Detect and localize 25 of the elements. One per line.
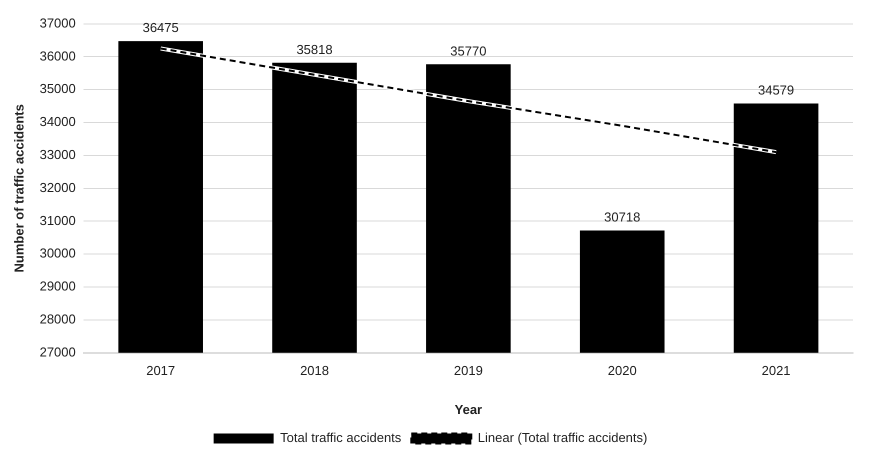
y-tick-label: 31000 [40,212,76,228]
data-label: 36475 [142,20,179,36]
y-tick-label: 37000 [40,15,76,30]
y-tick-label: 27000 [40,344,76,360]
y-tick-label: 36000 [40,48,76,64]
legend-label: Total traffic accidents [280,430,402,446]
x-tick-label: 2020 [608,363,637,378]
y-axis-title: Number of traffic accidents [11,104,26,272]
x-tick-label: 2021 [762,363,791,378]
x-tick-label: 2018 [300,363,329,378]
y-tick-label: 28000 [40,311,76,326]
y-tick-label: 35000 [40,81,76,96]
y-tick-label: 33000 [40,146,76,162]
data-label: 35818 [296,42,333,57]
legend-label: Linear (Total traffic accidents) [478,430,648,446]
data-label: 30718 [604,210,640,225]
x-axis-title: Year [454,402,482,417]
y-tick-label: 32000 [40,180,76,195]
y-tick-label: 30000 [40,246,76,261]
y-tick-label: 29000 [40,278,76,294]
x-tick-label: 2017 [146,363,176,378]
data-label: 35770 [450,43,486,58]
data-label: 34579 [758,82,794,98]
x-tick-label: 2019 [454,363,483,378]
y-tick-label: 34000 [40,114,76,130]
